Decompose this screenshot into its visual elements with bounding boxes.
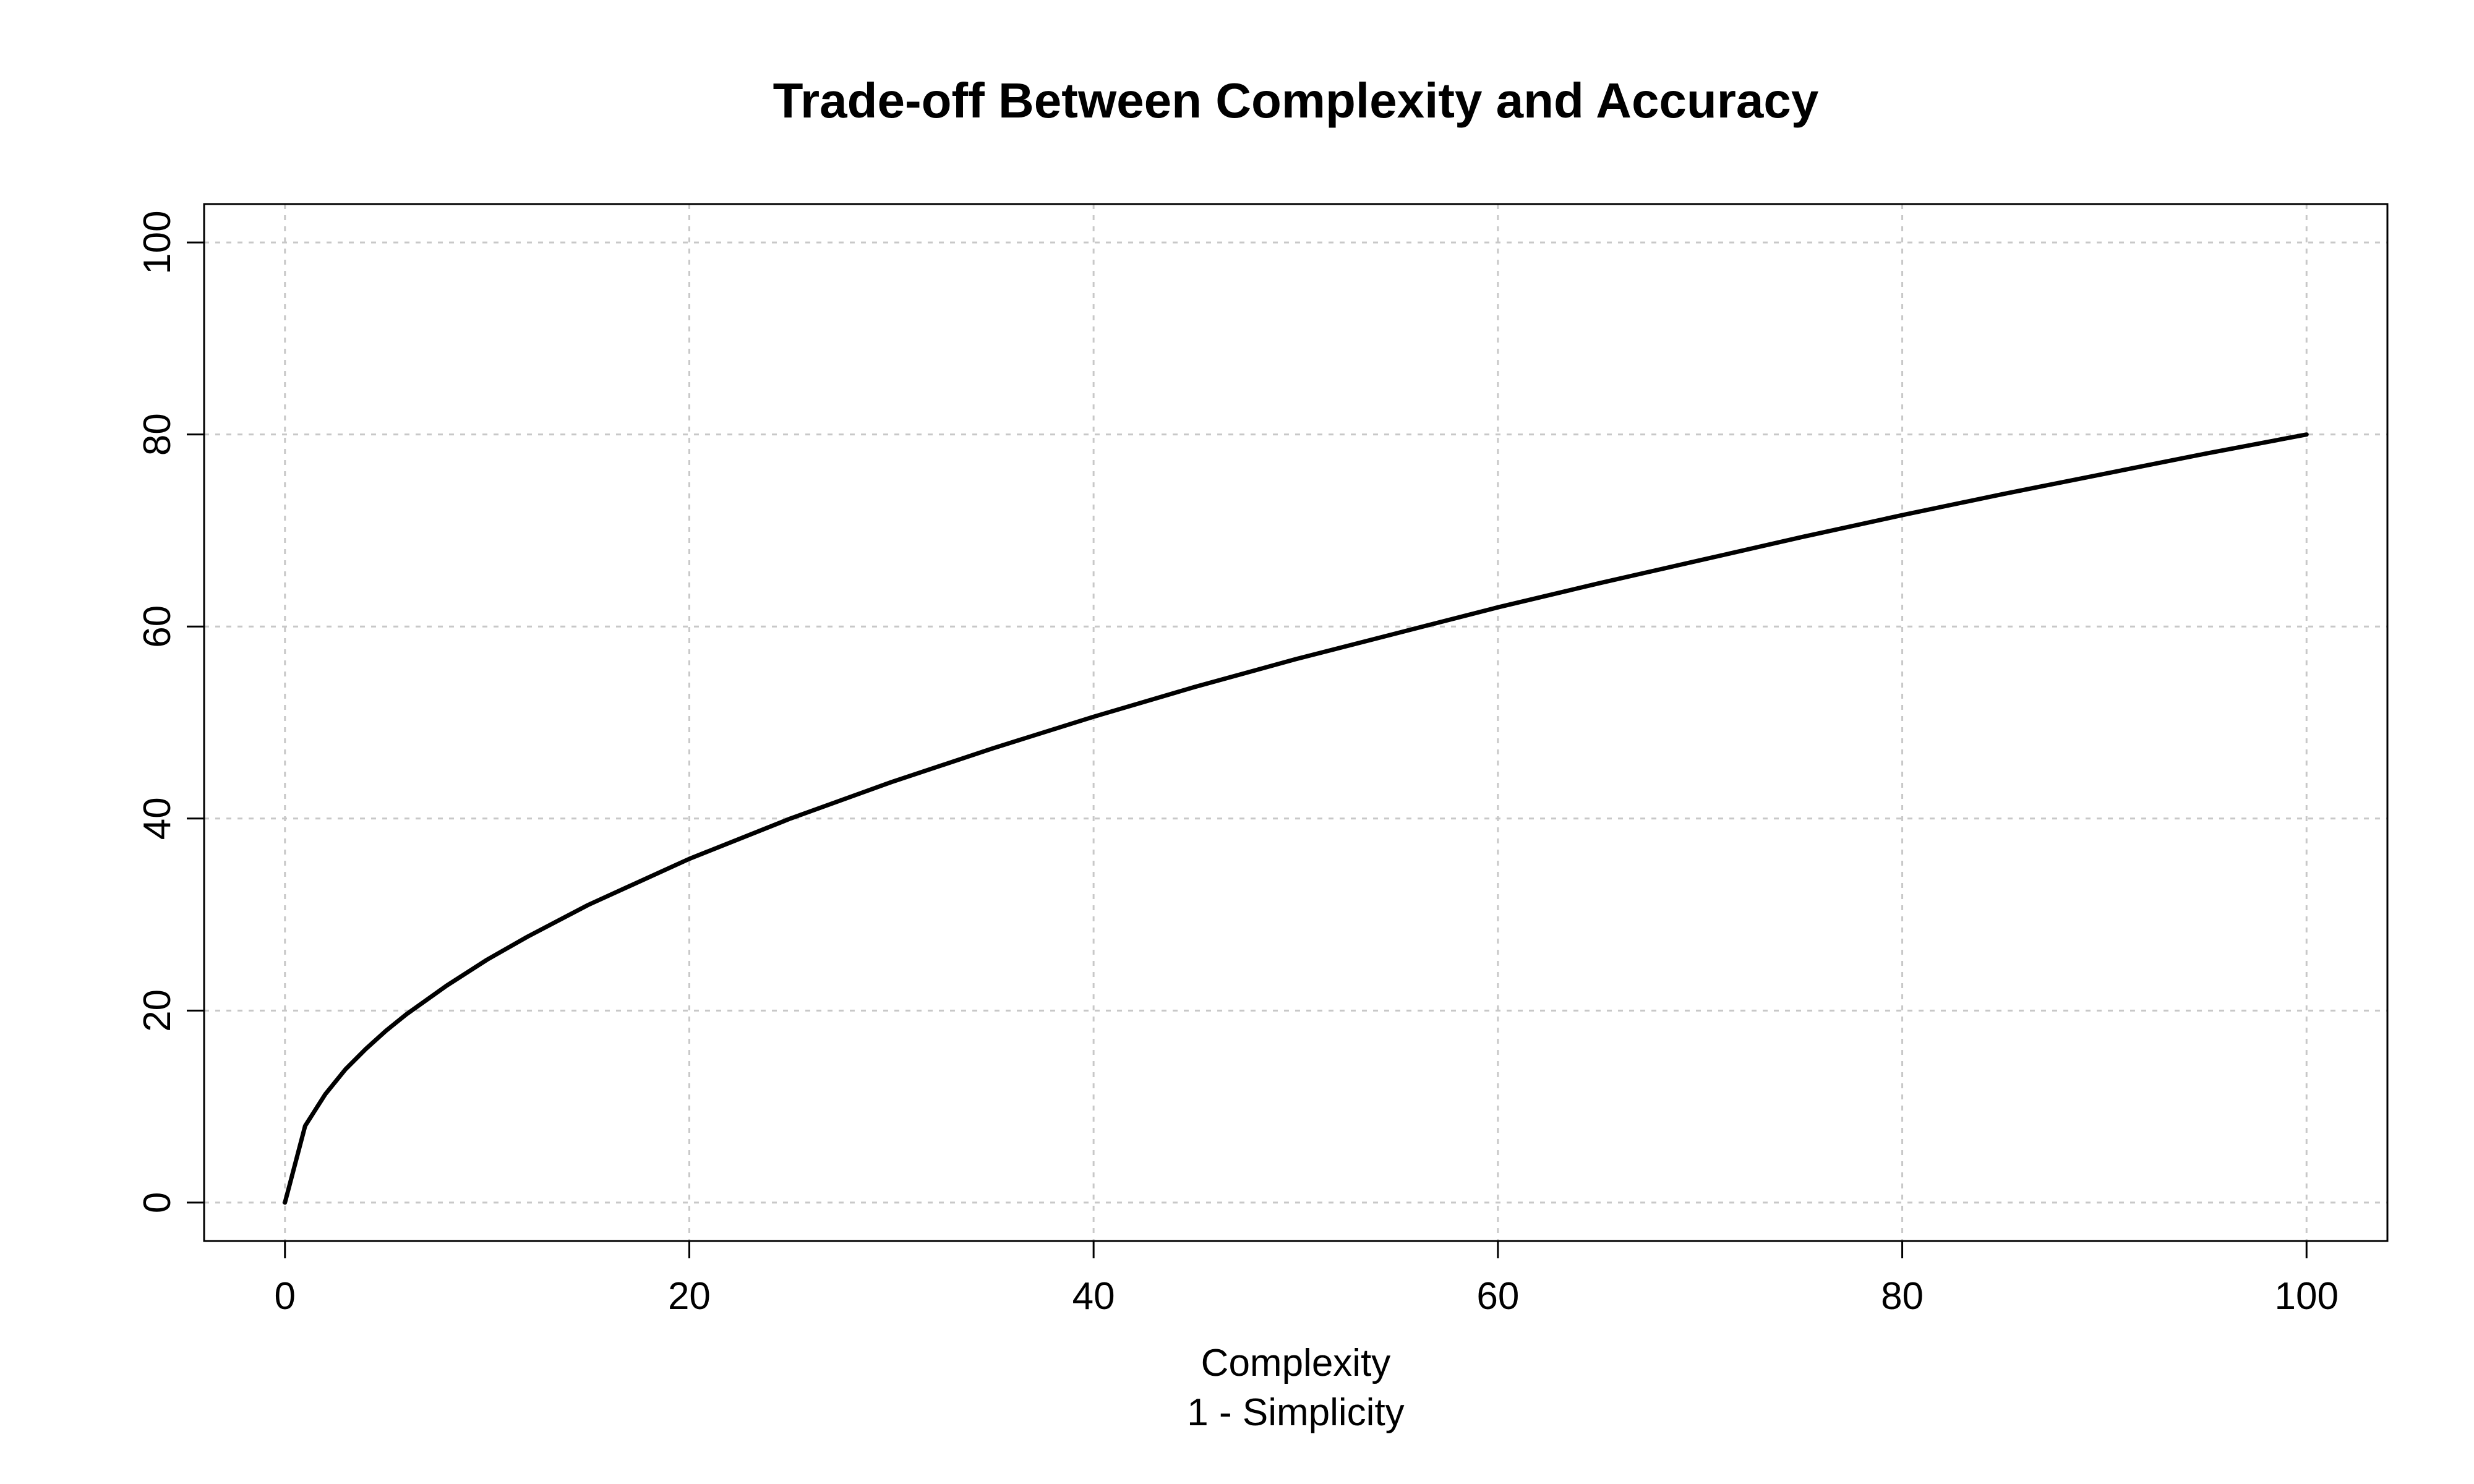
- x-tick-label: 0: [274, 1275, 295, 1318]
- x-tick-label: 60: [1476, 1275, 1519, 1318]
- x-tick-label: 40: [1072, 1275, 1115, 1318]
- y-tick-label: 60: [136, 605, 179, 648]
- chart-title: Trade-off Between Complexity and Accurac…: [773, 73, 1819, 128]
- x-tick-label: 20: [668, 1275, 711, 1318]
- x-axis-title: Complexity: [1201, 1342, 1391, 1384]
- y-tick-label: 20: [136, 989, 179, 1032]
- x-tick-label: 100: [2275, 1275, 2339, 1318]
- axes: 0 20 40 60 80 100 0 20 40 60 80 100: [136, 210, 2339, 1318]
- grid-lines: [204, 204, 2387, 1241]
- y-tick-label: 40: [136, 797, 179, 840]
- series-line: [283, 432, 2309, 1205]
- series-layer: [283, 432, 2309, 1205]
- y-tick-label: 80: [136, 413, 179, 456]
- y-tick-label: 0: [136, 1192, 179, 1213]
- y-tick-label: 100: [136, 210, 179, 274]
- plot-frame: [203, 203, 2389, 1242]
- x-tick-label: 80: [1881, 1275, 1924, 1318]
- x-axis-subtitle: 1 - Simplicity: [1187, 1391, 1404, 1434]
